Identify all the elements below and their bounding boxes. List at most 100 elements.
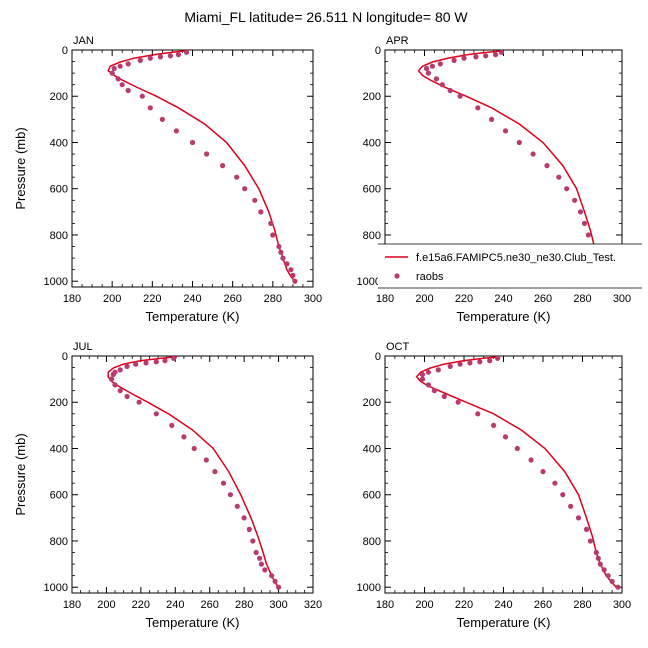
raobs-point-jan [139,93,145,99]
raobs-point-jul [110,371,116,378]
x-tick-label-oct: 240 [494,599,512,611]
y-tick-label-apr: 0 [375,45,381,57]
raobs-point-jul [171,356,177,361]
raobs-point-apr [577,209,584,215]
raobs-point-oct [540,469,546,475]
x-tick-label-apr: 200 [415,293,433,305]
raobs-point-oct [605,573,611,579]
raobs-point-apr [425,70,431,76]
raobs-point-jan [111,65,117,72]
raobs-point-jul [136,399,142,405]
x-tick-label-jul: 260 [201,599,219,611]
raobs-point-oct [431,388,437,394]
raobs-point-apr [530,151,536,157]
raobs-point-jan [276,243,282,250]
raobs-point-oct [587,538,594,544]
raobs-point-jan [125,87,131,94]
raobs-point-jan [204,151,210,157]
raobs-point-jul [109,376,115,382]
raobs-point-oct [514,445,520,452]
raobs-point-jan [258,209,264,215]
raobs-point-jan [280,255,286,261]
y-axis-title-jan: Pressure (mb) [13,127,28,209]
raobs-point-jan [270,232,276,238]
raobs-point-apr [581,220,588,226]
y-tick-label-jul: 600 [50,490,68,502]
raobs-point-jan [284,261,290,267]
raobs-point-oct [455,399,461,405]
x-tick-label-jan: 180 [63,293,81,305]
raobs-point-jul [246,526,252,533]
raobs-point-jul [153,411,159,417]
raobs-point-jul [181,434,187,440]
raobs-point-jan [234,174,240,180]
figure-title: Miami_FL latitude= 26.511 N longitude= 8… [184,9,468,25]
panel-oct: 180 200 220 240 260 280 300 0 200 400 600 800 1000 OC… [357,341,632,630]
panel-jan: 180 200 220 240 260 280 300 0 200 400 600 800 1000 JA… [13,35,322,324]
x-tick-label-jul: 240 [166,599,184,611]
raobs-point-jul [258,561,264,567]
raobs-point-oct [467,360,473,366]
raobs-point-apr [516,139,522,146]
raobs-point-jan [173,128,179,134]
x-tick-label-jan: 240 [183,293,201,305]
plot-area-oct [415,356,621,590]
raobs-point-apr [544,163,550,169]
raobs-point-jan [292,278,298,284]
raobs-point-jul [117,367,123,373]
raobs-point-jan [157,54,163,60]
y-tick-label-jan: 200 [50,91,68,103]
x-axis-title-apr: Temperature (K) [457,309,551,324]
raobs-point-jul [253,549,259,556]
y-tick-label-oct: 200 [363,397,381,409]
legend: f.e15a6.FAMIPC5.ne30_ne30.Club_Test.raob… [378,243,642,289]
raobs-point-oct [457,361,463,367]
raobs-point-apr [473,54,479,60]
x-tick-label-oct: 200 [415,599,433,611]
y-tick-label-apr: 200 [363,91,381,103]
raobs-point-apr [556,174,562,180]
raobs-point-apr [493,52,499,58]
raobs-point-jan [288,267,294,273]
plot-frame-oct [384,355,623,594]
raobs-point-oct [491,422,497,428]
raobs-point-jan [159,116,165,122]
raobs-point-apr [451,57,457,64]
x-tick-label-apr: 260 [534,293,552,305]
raobs-point-apr [489,116,495,122]
y-axis-title-jul: Pressure (mb) [13,433,28,515]
raobs-point-jul [250,538,256,544]
plot-area-jul [107,356,282,590]
raobs-point-apr [457,93,463,99]
x-axis-title-jul: Temperature (K) [146,615,240,630]
raobs-point-oct [583,526,590,533]
raobs-point-jan [175,52,181,58]
x-tick-label-apr: 280 [573,293,591,305]
y-tick-label-jul: 0 [62,351,68,363]
x-tick-label-jul: 300 [269,599,287,611]
raobs-point-jul [112,382,118,388]
model-profile-line-oct [415,356,617,588]
y-tick-label-jan: 0 [62,45,68,57]
panel-jul: 180 200 220 240 260 280 300 320 0 200 400 600 800 100… [13,341,322,630]
raobs-point-jul [124,363,130,369]
plot-frame-jul [71,355,314,594]
raobs-point-jan [137,57,143,64]
y-tick-label-oct: 400 [363,443,381,455]
raobs-point-jan [115,76,121,82]
raobs-point-oct [593,549,599,556]
y-tick-label-oct: 0 [375,351,381,363]
y-tick-label-apr: 1000 [357,276,381,288]
x-axis-title-jan: Temperature (K) [146,309,240,324]
raobs-point-oct [601,567,607,573]
raobs-point-apr [498,50,505,55]
x-tick-label-jan: 280 [264,293,282,305]
raobs-point-oct [441,393,447,400]
x-axis-title-oct: Temperature (K) [457,615,551,630]
raobs-point-oct [502,434,509,440]
legend-background [378,244,642,288]
raobs-point-oct [615,584,621,590]
raobs-point-apr [439,82,445,88]
raobs-point-apr [475,105,481,111]
x-tick-label-oct: 180 [376,599,394,611]
